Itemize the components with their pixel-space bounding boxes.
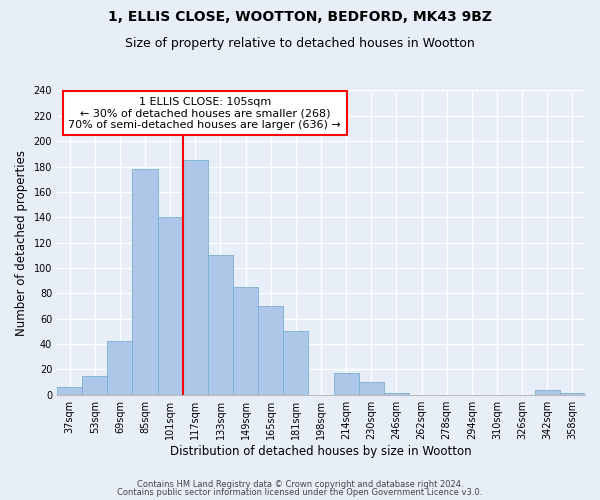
Bar: [107, 342, 133, 394]
Text: 1, ELLIS CLOSE, WOOTTON, BEDFORD, MK43 9BZ: 1, ELLIS CLOSE, WOOTTON, BEDFORD, MK43 9…: [108, 10, 492, 24]
Bar: [133, 169, 158, 394]
Bar: [334, 373, 359, 394]
Bar: [535, 390, 560, 394]
Bar: [82, 376, 107, 394]
Bar: [158, 218, 183, 394]
Text: 1 ELLIS CLOSE: 105sqm
← 30% of detached houses are smaller (268)
70% of semi-det: 1 ELLIS CLOSE: 105sqm ← 30% of detached …: [68, 96, 341, 130]
Bar: [359, 382, 384, 394]
X-axis label: Distribution of detached houses by size in Wootton: Distribution of detached houses by size …: [170, 444, 472, 458]
Bar: [208, 256, 233, 394]
Bar: [283, 332, 308, 394]
Bar: [183, 160, 208, 394]
Text: Size of property relative to detached houses in Wootton: Size of property relative to detached ho…: [125, 38, 475, 51]
Bar: [233, 287, 258, 395]
Text: Contains public sector information licensed under the Open Government Licence v3: Contains public sector information licen…: [118, 488, 482, 497]
Bar: [258, 306, 283, 394]
Bar: [57, 387, 82, 394]
Y-axis label: Number of detached properties: Number of detached properties: [15, 150, 28, 336]
Text: Contains HM Land Registry data © Crown copyright and database right 2024.: Contains HM Land Registry data © Crown c…: [137, 480, 463, 489]
